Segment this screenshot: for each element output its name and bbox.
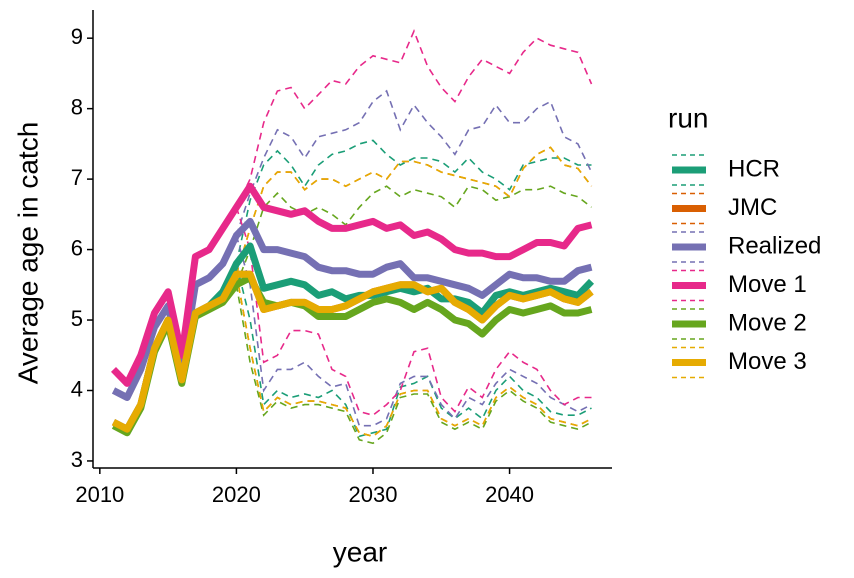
y-tick-label: 6 [71, 235, 83, 260]
x-tick-label: 2030 [349, 482, 398, 507]
legend-label: Move 3 [728, 348, 807, 375]
band-line [235, 89, 593, 236]
legend-item: Move 3 [672, 346, 807, 379]
legend-item: HCR [672, 154, 780, 186]
band-line [235, 146, 593, 275]
legend-item: JMC [672, 192, 777, 225]
band-line [235, 235, 592, 427]
x-tick-label: 2040 [485, 482, 534, 507]
x-axis-title: year [333, 536, 387, 567]
y-tick-label: 8 [71, 94, 83, 119]
y-axis-title: Average age in catch [12, 122, 43, 385]
series-line [111, 217, 593, 401]
legend-title: run [668, 102, 708, 133]
band-line [235, 139, 592, 264]
band-line [235, 28, 593, 208]
legend-item: Realized [672, 231, 821, 263]
y-tick-label: 3 [71, 447, 83, 472]
x-tick-label: 2010 [75, 482, 124, 507]
y-tick-label: 4 [71, 376, 83, 401]
band-line [235, 207, 592, 417]
legend-label: JMC [728, 194, 777, 221]
y-tick-label: 7 [71, 165, 83, 190]
series-line [110, 182, 593, 387]
y-tick-label: 5 [71, 306, 83, 331]
legend-label: HCR [728, 155, 780, 182]
legend-label: Move 2 [728, 309, 807, 336]
legend-item: Move 1 [672, 269, 807, 302]
y-tick-label: 9 [71, 24, 83, 49]
band-line [235, 263, 592, 438]
band-line [235, 274, 592, 438]
legend-label: Move 1 [728, 271, 807, 298]
x-tick-label: 2020 [212, 482, 261, 507]
series-line [111, 270, 594, 433]
legend-label: Realized [728, 232, 821, 259]
band-line [235, 284, 592, 445]
legend-item: Move 2 [672, 308, 807, 340]
